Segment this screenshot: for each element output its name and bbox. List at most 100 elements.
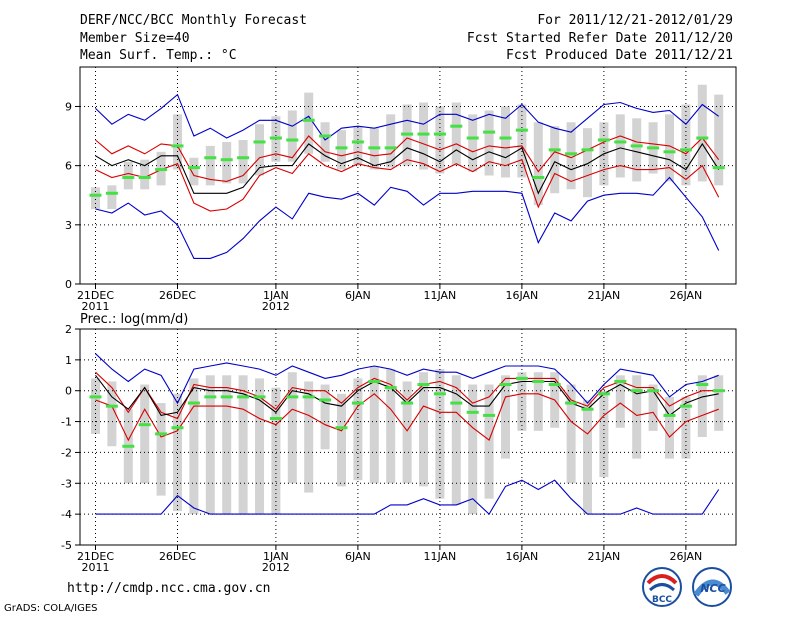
temperature-x-tick-label: 26JAN bbox=[669, 289, 702, 302]
precipitation-envelope-max-line bbox=[95, 353, 719, 405]
bcc-logo-text: BCC bbox=[652, 595, 672, 605]
precipitation-observed-marker bbox=[483, 413, 496, 417]
temperature-observed-marker bbox=[581, 148, 594, 152]
temperature-observed-marker bbox=[171, 144, 184, 148]
precipitation-observed-marker bbox=[138, 423, 151, 427]
precipitation-x-tick-label: 26JAN bbox=[669, 550, 702, 563]
precipitation-x-tick-label: 26DEC bbox=[159, 550, 196, 563]
precipitation-observed-marker bbox=[302, 395, 315, 399]
precipitation-y-tick-label: -2 bbox=[61, 446, 72, 459]
precipitation-observed-marker bbox=[155, 432, 168, 436]
precipitation-observed-marker bbox=[286, 395, 299, 399]
temperature-spread-box bbox=[566, 122, 576, 190]
precipitation-observed-marker bbox=[122, 444, 135, 448]
temperature-observed-marker bbox=[597, 138, 610, 142]
precipitation-observed-marker bbox=[253, 395, 266, 399]
precipitation-y-tick-label: -5 bbox=[61, 539, 72, 552]
precipitation-observed-marker bbox=[187, 401, 200, 405]
temperature-x-tick-label: 16JAN bbox=[505, 289, 538, 302]
precipitation-observed-marker bbox=[565, 401, 578, 405]
temperature-observed-marker bbox=[417, 132, 430, 136]
temperature-x-tick-label: 21DEC bbox=[77, 289, 114, 302]
precipitation-observed-marker bbox=[548, 383, 561, 387]
precipitation-x-tick-label: 21DEC bbox=[77, 550, 114, 563]
precipitation-observed-marker bbox=[466, 410, 479, 414]
precipitation-observed-marker bbox=[89, 395, 102, 399]
temperature-x-tick-label: 11JAN bbox=[423, 289, 456, 302]
temperature-observed-marker bbox=[204, 156, 217, 160]
precipitation-spread-box bbox=[91, 378, 100, 434]
precipitation-spread-box bbox=[140, 384, 150, 484]
precipitation-observed-marker bbox=[237, 395, 250, 399]
temperature-observed-marker bbox=[384, 146, 397, 150]
temperature-observed-marker bbox=[319, 134, 332, 138]
temperature-spread-box bbox=[501, 106, 510, 178]
precipitation-spread-box bbox=[533, 372, 543, 431]
precipitation-y-tick-label: 1 bbox=[65, 354, 72, 367]
temperature-y-tick-label: 0 bbox=[65, 278, 72, 291]
precipitation-observed-marker bbox=[679, 404, 692, 408]
temperature-spread-box bbox=[615, 114, 625, 178]
precipitation-spread-box bbox=[451, 375, 461, 505]
precipitation-spread-box bbox=[287, 372, 297, 484]
precipitation-x-tick-label: 11JAN bbox=[423, 550, 456, 563]
precipitation-observed-marker bbox=[597, 392, 610, 396]
temperature-observed-marker bbox=[89, 193, 102, 197]
precipitation-y-tick-label: -3 bbox=[61, 477, 72, 490]
temperature-observed-marker bbox=[401, 132, 414, 136]
precipitation-spread-box bbox=[681, 396, 691, 459]
precipitation-spread-box bbox=[238, 375, 248, 515]
temperature-spread-box bbox=[681, 104, 691, 186]
precipitation-observed-marker bbox=[515, 376, 528, 380]
temperature-spread-box bbox=[697, 84, 707, 182]
member-size-label: Member Size=40 bbox=[80, 31, 190, 46]
precipitation-observed-marker bbox=[384, 386, 397, 390]
precipitation-observed-marker bbox=[351, 401, 364, 405]
temperature-spread-box bbox=[533, 122, 543, 206]
precipitation-spread-box bbox=[320, 384, 330, 450]
temperature-spread-box bbox=[468, 114, 478, 172]
temperature-observed-marker bbox=[368, 146, 381, 150]
precipitation-y-tick-label: 0 bbox=[65, 385, 72, 398]
produced-date-label: Fcst Produced Date 2011/12/21 bbox=[506, 48, 733, 63]
precipitation-spread-box bbox=[402, 381, 412, 484]
temperature-spread-box bbox=[714, 94, 724, 186]
precipitation-spread-box bbox=[697, 375, 707, 437]
valid-range-label: For 2011/12/21-2012/01/29 bbox=[537, 13, 733, 28]
temperature-observed-marker bbox=[269, 136, 282, 140]
temperature-observed-marker bbox=[647, 146, 660, 150]
precipitation-x-year-label: 2011 bbox=[82, 561, 110, 574]
precipitation-spread-box bbox=[501, 375, 510, 459]
temperature-spread-box bbox=[320, 122, 330, 162]
website-url[interactable]: http://cmdp.ncc.cma.gov.cn bbox=[67, 581, 271, 596]
ncc-logo: NCC bbox=[692, 567, 732, 607]
precipitation-observed-marker bbox=[696, 383, 709, 387]
temperature-observed-marker bbox=[450, 124, 463, 128]
temperature-lower-band-line bbox=[95, 153, 720, 212]
precipitation-observed-marker bbox=[417, 383, 430, 387]
temperature-observed-marker bbox=[138, 175, 151, 179]
precipitation-spread-box bbox=[271, 387, 281, 515]
precipitation-plot-frame bbox=[79, 328, 737, 546]
temperature-spread-box bbox=[419, 102, 428, 170]
precipitation-observed-marker bbox=[335, 426, 348, 430]
temperature-y-tick-label: 3 bbox=[65, 219, 72, 232]
temperature-observed-marker bbox=[122, 175, 135, 179]
temperature-spread-box bbox=[583, 128, 592, 198]
precipitation-spread-box bbox=[189, 378, 199, 515]
temperature-envelope-max-line bbox=[95, 93, 720, 141]
temperature-observed-marker bbox=[712, 166, 725, 170]
temperature-spread-box bbox=[107, 185, 117, 210]
temperature-observed-marker bbox=[532, 175, 545, 179]
agency-logos: BCC NCC bbox=[642, 567, 732, 607]
temperature-x-tick-label: 26DEC bbox=[159, 289, 196, 302]
precipitation-observed-marker bbox=[319, 398, 332, 402]
temperature-spread-box bbox=[353, 126, 363, 166]
variable-label: Mean Surf. Temp.: °C bbox=[80, 48, 237, 63]
temperature-observed-marker bbox=[499, 136, 512, 140]
precipitation-spread-box bbox=[173, 393, 182, 512]
temperature-spread-box bbox=[517, 104, 527, 178]
precipitation-spread-box bbox=[566, 384, 576, 484]
grads-credit: GrADS: COLA/IGES bbox=[4, 603, 98, 614]
